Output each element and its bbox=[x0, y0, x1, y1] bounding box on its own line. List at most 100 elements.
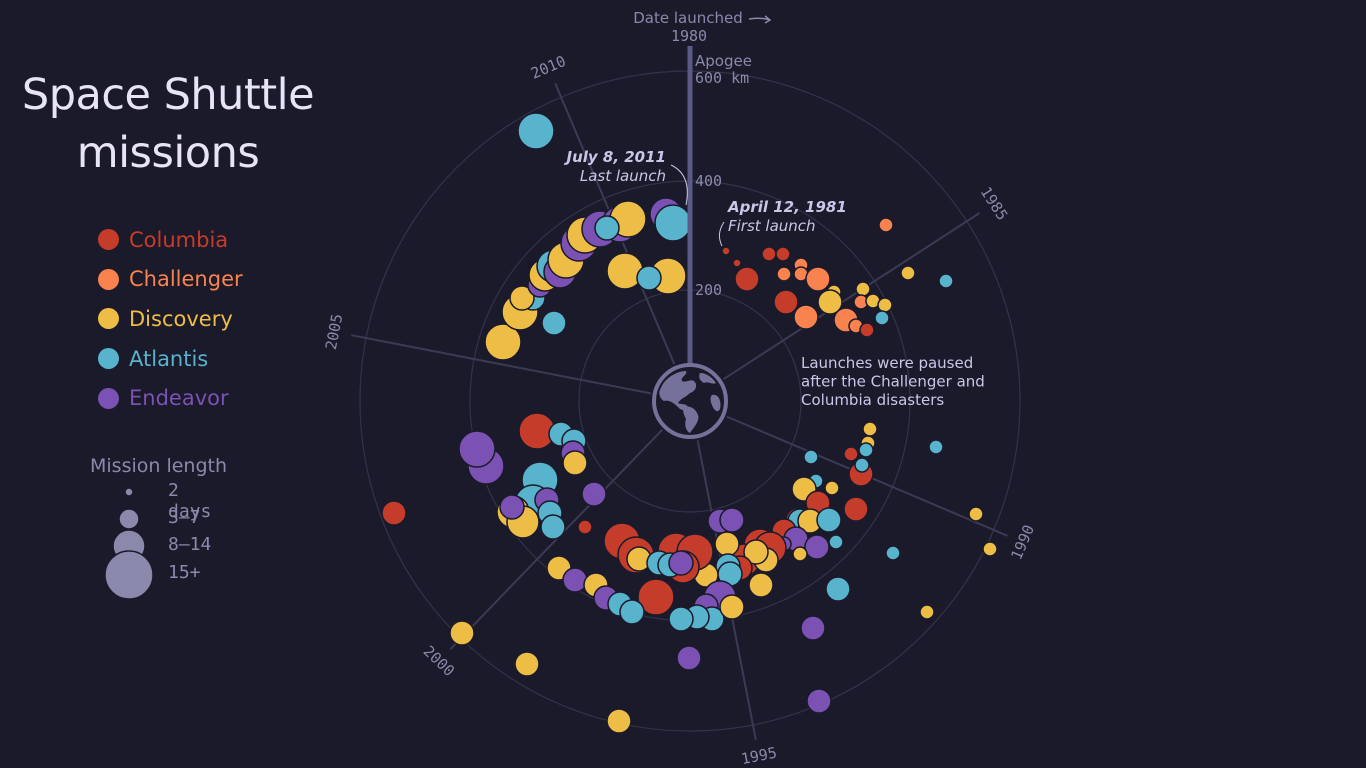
mission-dot[interactable] bbox=[938, 273, 954, 289]
mission-dot[interactable] bbox=[594, 215, 620, 241]
last-launch-date: July 8, 2011 bbox=[563, 148, 666, 166]
legend-item-challenger: Challenger bbox=[98, 260, 243, 300]
mission-dot[interactable] bbox=[562, 567, 588, 593]
year-spoke bbox=[449, 429, 663, 650]
mission-dot[interactable] bbox=[776, 266, 792, 282]
mission-dot[interactable] bbox=[982, 541, 998, 557]
mission-dot[interactable] bbox=[668, 606, 694, 632]
pause-note-line: Launches were paused bbox=[801, 354, 973, 372]
apogee-tick-label: 600 km bbox=[695, 69, 749, 87]
mission-dot[interactable] bbox=[381, 500, 407, 526]
earth-icon bbox=[652, 363, 728, 439]
mission-dot[interactable] bbox=[719, 507, 745, 533]
mission-dot[interactable] bbox=[732, 258, 742, 268]
mission-dot[interactable] bbox=[877, 297, 893, 313]
mission-dot[interactable] bbox=[773, 289, 799, 315]
mission-dot[interactable] bbox=[743, 539, 769, 565]
mission-dot[interactable] bbox=[562, 450, 588, 476]
mission-dot[interactable] bbox=[792, 546, 808, 562]
apogee-tick-label: 400 bbox=[695, 172, 722, 190]
apogee-tick-label: 200 bbox=[695, 281, 722, 299]
mission-dot[interactable] bbox=[824, 480, 840, 496]
mission-dots bbox=[381, 112, 998, 734]
year-spoke bbox=[723, 212, 980, 381]
first-launch-text: First launch bbox=[728, 217, 816, 235]
mission-dot[interactable] bbox=[509, 285, 535, 311]
mission-dot[interactable] bbox=[676, 645, 702, 671]
discovery-dot-icon bbox=[98, 308, 119, 330]
title-line-1: Space Shuttle bbox=[21, 70, 315, 120]
mission-dot[interactable] bbox=[858, 442, 874, 458]
mission-dot[interactable] bbox=[517, 112, 555, 150]
pause-note-line: after the Challenger and bbox=[801, 373, 985, 391]
mission-dot[interactable] bbox=[900, 265, 916, 281]
columbia-dot-icon bbox=[98, 229, 119, 251]
mission-dot[interactable] bbox=[885, 545, 901, 561]
mission-dot[interactable] bbox=[577, 519, 593, 535]
mission-dot[interactable] bbox=[458, 430, 496, 468]
mission-dot[interactable] bbox=[775, 246, 791, 262]
mission-dot[interactable] bbox=[734, 266, 760, 292]
mission-length-legend: Mission length 2 days 3–7 8–14 15+ bbox=[90, 455, 228, 583]
mission-dot[interactable] bbox=[855, 281, 871, 297]
mission-dot[interactable] bbox=[805, 266, 831, 292]
year-label: 1990 bbox=[1007, 522, 1038, 562]
mission-dot[interactable] bbox=[449, 620, 475, 646]
mission-dot[interactable] bbox=[928, 439, 944, 455]
mission-dot[interactable] bbox=[541, 310, 567, 336]
mission-dot[interactable] bbox=[668, 550, 694, 576]
last-launch-text: Last launch bbox=[580, 167, 666, 185]
mission-dot[interactable] bbox=[828, 534, 844, 550]
mission-dot[interactable] bbox=[637, 578, 675, 616]
mission-dot[interactable] bbox=[499, 494, 525, 520]
mission-dot[interactable] bbox=[800, 615, 826, 641]
orbiter-legend: Columbia Challenger Discovery Atlantis E… bbox=[98, 220, 243, 418]
mission-dot[interactable] bbox=[806, 688, 832, 714]
challenger-dot-icon bbox=[98, 268, 119, 290]
mission-dot[interactable] bbox=[804, 534, 830, 560]
mission-dot[interactable] bbox=[793, 304, 819, 330]
legend-label: Endeavor bbox=[129, 386, 229, 411]
mission-dot[interactable] bbox=[968, 506, 984, 522]
mission-dot[interactable] bbox=[606, 708, 632, 734]
legend-item-discovery: Discovery bbox=[98, 299, 243, 339]
legend-label: Columbia bbox=[129, 227, 229, 252]
mission-dot[interactable] bbox=[514, 651, 540, 677]
mission-dot[interactable] bbox=[719, 594, 745, 620]
size-legend-circle-icon bbox=[124, 487, 134, 497]
mission-dot[interactable] bbox=[843, 496, 869, 522]
mission-dot[interactable] bbox=[619, 599, 645, 625]
mission-dot[interactable] bbox=[862, 421, 878, 437]
mission-dot[interactable] bbox=[748, 572, 774, 598]
mission-dot[interactable] bbox=[878, 217, 894, 233]
size-legend-circles bbox=[104, 487, 154, 600]
legend-label: Discovery bbox=[129, 306, 233, 331]
mission-dot[interactable] bbox=[825, 576, 851, 602]
mission-dot[interactable] bbox=[721, 246, 731, 256]
legend-label: Atlantis bbox=[129, 346, 209, 371]
mission-dot[interactable] bbox=[843, 446, 859, 462]
size-legend-title: Mission length bbox=[90, 455, 228, 477]
mission-dot[interactable] bbox=[803, 449, 819, 465]
mission-dot[interactable] bbox=[654, 204, 692, 242]
size-legend-circle-icon bbox=[104, 550, 154, 600]
mission-dot[interactable] bbox=[540, 514, 566, 540]
size-legend-label: 8–14 bbox=[168, 534, 212, 555]
mission-dot[interactable] bbox=[761, 246, 777, 262]
mission-dot[interactable] bbox=[484, 323, 522, 361]
size-legend-label: 2 days bbox=[168, 480, 212, 522]
mission-dot[interactable] bbox=[816, 507, 842, 533]
mission-dot[interactable] bbox=[636, 265, 662, 291]
mission-dot[interactable] bbox=[859, 322, 875, 338]
mission-dot[interactable] bbox=[581, 481, 607, 507]
mission-dot[interactable] bbox=[919, 604, 935, 620]
page-title: Space Shuttle missions bbox=[0, 66, 336, 182]
mission-dot[interactable] bbox=[854, 457, 870, 473]
atlantis-dot-icon bbox=[98, 348, 119, 370]
mission-dot[interactable] bbox=[714, 531, 740, 557]
date-launched-label: Date launched bbox=[633, 9, 743, 27]
mission-dot[interactable] bbox=[874, 310, 890, 326]
mission-dot[interactable] bbox=[817, 289, 843, 315]
